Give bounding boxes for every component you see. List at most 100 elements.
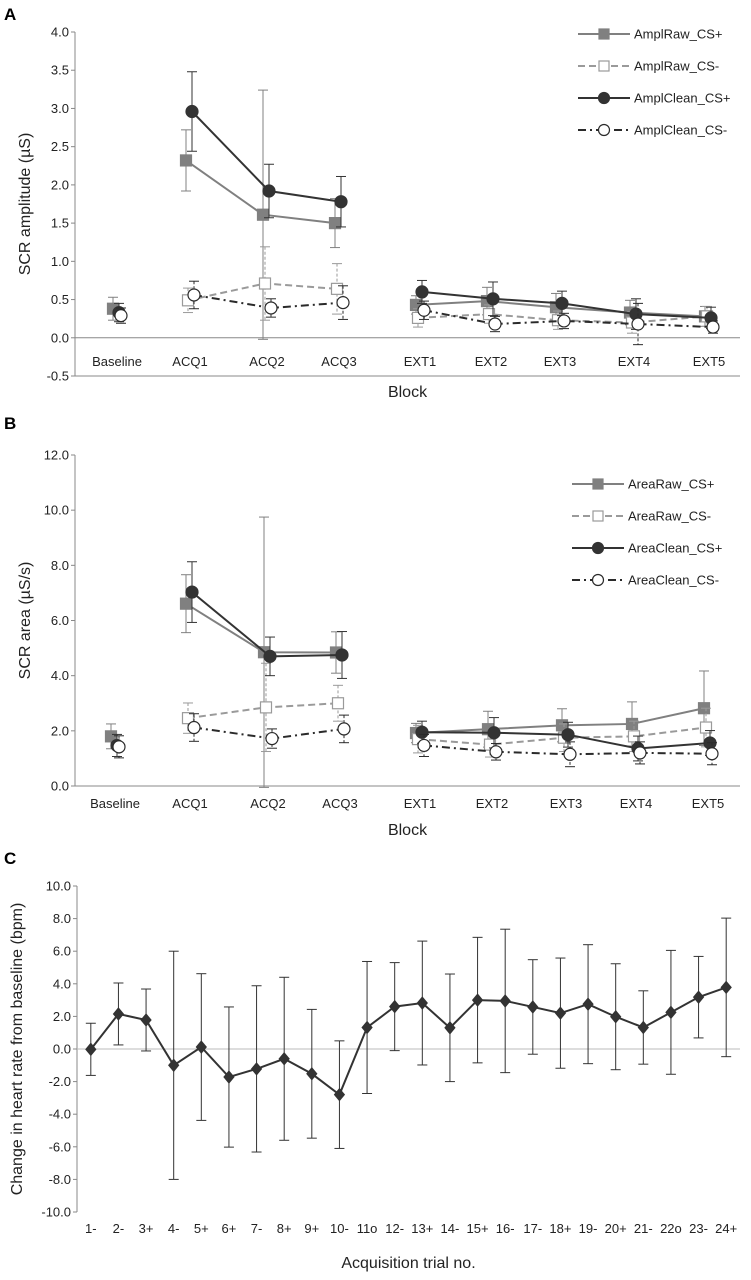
data-point (489, 745, 503, 759)
x-tick-label: 24+ (715, 1221, 737, 1236)
data-point (262, 184, 276, 198)
y-tick-label: 2.0 (51, 723, 69, 738)
y-tick-label: 8.0 (51, 558, 69, 573)
data-point (665, 1005, 677, 1020)
legend-marker (597, 123, 611, 137)
data-point (259, 701, 273, 714)
x-tick-label: 1- (85, 1221, 97, 1236)
data-point (306, 1066, 318, 1081)
y-tick-label: 8.0 (53, 911, 71, 926)
x-tick-label: 9+ (304, 1221, 319, 1236)
panel-b: B 0.0 2.0 4.0 6.0 8.0 10.0 12.0 Baseline ACQ1 ACQ2… (4, 414, 740, 839)
x-tick-label: EXT4 (618, 354, 651, 369)
data-point (179, 597, 193, 610)
data-point (114, 309, 128, 323)
data-point (582, 997, 594, 1011)
data-point (482, 307, 496, 321)
legend-marker (597, 91, 611, 105)
data-point (185, 104, 199, 119)
data-point (250, 1062, 263, 1076)
y-tick-label: -0.5 (47, 369, 69, 384)
x-tick-label: 8+ (277, 1221, 292, 1236)
y-tick-label: 0.0 (53, 1042, 71, 1057)
data-point (112, 1007, 125, 1021)
data-point (527, 1000, 539, 1014)
x-tick-label: EXT3 (544, 354, 577, 369)
series-line (423, 309, 714, 329)
data-point (278, 1051, 290, 1066)
data-point (706, 320, 720, 334)
x-tick-label: 2- (113, 1221, 125, 1236)
legend-marker (591, 573, 605, 587)
data-point (610, 1009, 622, 1024)
x-tick-label: 17- (523, 1221, 542, 1236)
x-tick-label: ACQ1 (172, 354, 207, 369)
legend-label: AmplClean_CS+ (634, 91, 730, 106)
y-tick-label: 4.0 (53, 976, 71, 991)
legend-marker (598, 60, 610, 72)
y-tick-label: 12.0 (44, 448, 69, 463)
legend: AreaRaw_CS+ AreaRaw_CS- AreaClean_CS+ AreaC… (572, 477, 722, 588)
data-point (258, 277, 272, 290)
x-tick-label: EXT2 (475, 354, 508, 369)
data-point (625, 717, 639, 731)
legend: AmplRaw_CS+ AmplRaw_CS- AmplClean_CS+ AmplC… (578, 27, 730, 138)
y-axis-label: SCR amplitude (µS) (17, 133, 34, 276)
x-axis-label: Block (388, 384, 428, 401)
series-line (185, 602, 337, 654)
x-tick-label: EXT4 (620, 796, 653, 811)
x-tick-label: EXT1 (404, 354, 437, 369)
y-tick-label: 3.5 (51, 63, 69, 78)
panel-a: A -0.5 0.0 0.5 1.0 1.5 2.0 2.5 3.0 3.5 4.0 Baseline… (4, 5, 740, 401)
x-tick-label: 19- (579, 1221, 598, 1236)
data-point (563, 747, 577, 761)
legend-marker (592, 478, 604, 490)
x-axis-label: Acquisition trial no. (341, 1255, 475, 1272)
legend-marker (592, 510, 604, 522)
legend-label: AmplClean_CS- (634, 123, 727, 138)
data-point (487, 726, 501, 740)
data-point (557, 314, 571, 328)
data-point (415, 725, 429, 739)
y-tick-label: 10.0 (46, 879, 71, 894)
data-point (417, 303, 431, 317)
data-point (637, 1020, 649, 1035)
panel-c: C -10.0 -8.0 -6.0 -4.0 -2.0 0.0 2.0 4.0 6.0 8.0 10.… (4, 849, 740, 1272)
data-point (195, 1040, 207, 1054)
y-axis-label: Change in heart rate from baseline (bpm) (9, 903, 26, 1196)
series-line (90, 986, 727, 1097)
legend-label: AreaClean_CS+ (628, 541, 722, 556)
data-point (417, 738, 431, 753)
x-tick-label: 18+ (549, 1221, 571, 1236)
legend-label: AreaRaw_CS- (628, 509, 711, 524)
data-point (633, 746, 647, 760)
series-amplclean-cs- (114, 280, 720, 346)
data-point (256, 208, 270, 221)
x-tick-label: EXT2 (476, 796, 509, 811)
legend-label: AmplRaw_CS+ (634, 27, 723, 42)
y-tick-label: 0.5 (51, 292, 69, 307)
x-axis-label: Block (388, 822, 428, 839)
legend-label: AreaClean_CS- (628, 573, 719, 588)
y-tick-label: 0.0 (51, 330, 69, 345)
data-point (692, 990, 705, 1004)
data-point (223, 1070, 235, 1084)
x-tick-label: ACQ3 (321, 354, 356, 369)
y-tick-label: 2.0 (51, 177, 69, 192)
data-point (187, 288, 201, 302)
data-point (699, 721, 713, 734)
x-tick-label: 12- (385, 1221, 404, 1236)
y-tick-label: 4.0 (51, 668, 69, 683)
legend-label: AreaRaw_CS+ (628, 477, 714, 492)
y-tick-label: 2.0 (53, 1009, 71, 1024)
y-tick-label: 3.0 (51, 101, 69, 116)
data-point (185, 585, 199, 599)
x-tick-label: ACQ2 (249, 354, 284, 369)
series-line (417, 313, 708, 324)
y-tick-label: 1.0 (51, 254, 69, 269)
data-point (488, 317, 502, 331)
legend-label: AmplRaw_CS- (634, 59, 719, 74)
data-point (331, 697, 345, 710)
data-point (187, 720, 201, 735)
